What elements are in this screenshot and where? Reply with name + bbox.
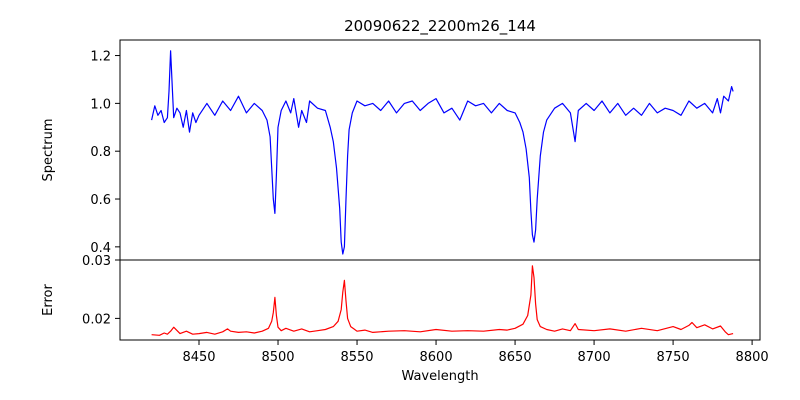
spectrum-y-tick-label: 0.4 bbox=[90, 241, 111, 256]
error-x-tick-label: 8800 bbox=[736, 350, 769, 365]
spectrum-y-tick-label: 1.2 bbox=[90, 50, 111, 65]
error-x-tick-label: 8500 bbox=[261, 350, 294, 365]
spectrum-series-line bbox=[151, 50, 734, 255]
error-y-axis-label: Error bbox=[41, 284, 56, 316]
error-x-tick-label: 8650 bbox=[499, 350, 532, 365]
error-axes-frame bbox=[119, 259, 761, 341]
spectrum-y-tick-label: 0.6 bbox=[90, 193, 111, 208]
error-x-tick-label: 8600 bbox=[420, 350, 453, 365]
error-x-tick-label: 8700 bbox=[578, 350, 611, 365]
error-y-tick-label: 0.02 bbox=[82, 312, 111, 327]
error-y-tick-label: 0.03 bbox=[82, 254, 111, 269]
chart-title: 20090622_2200m26_144 bbox=[344, 17, 536, 36]
error-panel: 0.02 0.03 8450 8500 8550 8600 8650 8700 8750 8800… bbox=[41, 254, 769, 384]
error-x-tick-label: 8750 bbox=[657, 350, 690, 365]
spectrum-y-tick-label: 1.0 bbox=[90, 97, 111, 112]
error-x-tick-label: 8450 bbox=[182, 350, 215, 365]
spectrum-y-axis-label: Spectrum bbox=[41, 119, 56, 182]
spectrum-panel: 0.4 0.6 0.8 1.0 1.2 Spectrum 20090622_2200m26_… bbox=[41, 17, 761, 261]
error-series-line bbox=[151, 265, 734, 336]
error-x-tick-label: 8550 bbox=[340, 350, 373, 365]
spectrum-y-tick-label: 0.8 bbox=[90, 145, 111, 160]
spectrum-axes-frame bbox=[119, 39, 761, 261]
error-x-axis-label: Wavelength bbox=[401, 369, 478, 384]
